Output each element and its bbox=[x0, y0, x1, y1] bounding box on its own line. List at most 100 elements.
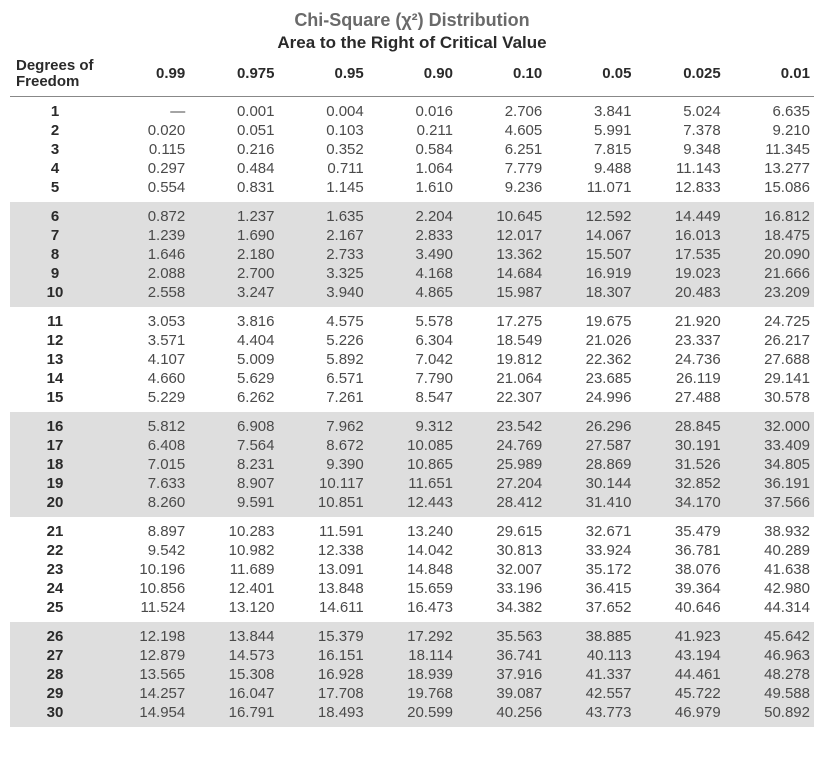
value-cell: 28.412 bbox=[457, 493, 546, 517]
value-cell: 14.954 bbox=[100, 703, 189, 727]
value-cell: 15.086 bbox=[725, 178, 814, 202]
df-cell: 24 bbox=[10, 579, 100, 598]
value-cell: 4.575 bbox=[279, 307, 368, 331]
value-cell: 2.558 bbox=[100, 283, 189, 307]
value-cell: 8.672 bbox=[279, 436, 368, 455]
value-cell: 12.592 bbox=[546, 202, 635, 226]
table-row: 50.5540.8311.1451.6109.23611.07112.83315… bbox=[10, 178, 814, 202]
df-cell: 17 bbox=[10, 436, 100, 455]
df-cell: 5 bbox=[10, 178, 100, 202]
value-cell: 0.211 bbox=[368, 121, 457, 140]
value-cell: 39.364 bbox=[636, 579, 725, 598]
value-cell: 46.979 bbox=[636, 703, 725, 727]
table-subtitle: Area to the Right of Critical Value bbox=[10, 33, 814, 53]
value-cell: 14.067 bbox=[546, 226, 635, 245]
value-cell: 0.004 bbox=[279, 96, 368, 121]
value-cell: 2.167 bbox=[279, 226, 368, 245]
value-cell: 10.851 bbox=[279, 493, 368, 517]
value-cell: 38.885 bbox=[546, 622, 635, 646]
table-row: 3014.95416.79118.49320.59940.25643.77346… bbox=[10, 703, 814, 727]
table-body: 1—0.0010.0040.0162.7063.8415.0246.63520.… bbox=[10, 96, 814, 727]
df-cell: 6 bbox=[10, 202, 100, 226]
value-cell: 34.170 bbox=[636, 493, 725, 517]
value-cell: 11.689 bbox=[189, 560, 278, 579]
df-header-line1: Degrees of bbox=[16, 58, 96, 74]
value-cell: 35.172 bbox=[546, 560, 635, 579]
table-row: 197.6338.90710.11711.65127.20430.14432.8… bbox=[10, 474, 814, 493]
value-cell: 10.982 bbox=[189, 541, 278, 560]
df-cell: 4 bbox=[10, 159, 100, 178]
value-cell: 50.892 bbox=[725, 703, 814, 727]
value-cell: 11.651 bbox=[368, 474, 457, 493]
value-cell: 49.588 bbox=[725, 684, 814, 703]
table-row: 102.5583.2473.9404.86515.98718.30720.483… bbox=[10, 283, 814, 307]
value-cell: 15.507 bbox=[546, 245, 635, 264]
value-cell: 3.325 bbox=[279, 264, 368, 283]
table-row: 113.0533.8164.5755.57817.27519.67521.920… bbox=[10, 307, 814, 331]
value-cell: 0.115 bbox=[100, 140, 189, 159]
df-cell: 13 bbox=[10, 350, 100, 369]
value-cell: 6.304 bbox=[368, 331, 457, 350]
value-cell: 6.408 bbox=[100, 436, 189, 455]
value-cell: 36.415 bbox=[546, 579, 635, 598]
value-cell: 22.362 bbox=[546, 350, 635, 369]
df-cell: 18 bbox=[10, 455, 100, 474]
value-cell: 30.144 bbox=[546, 474, 635, 493]
value-cell: 0.352 bbox=[279, 140, 368, 159]
value-cell: 20.090 bbox=[725, 245, 814, 264]
value-cell: 29.141 bbox=[725, 369, 814, 388]
value-cell: 19.675 bbox=[546, 307, 635, 331]
value-cell: 27.488 bbox=[636, 388, 725, 412]
value-cell: 13.362 bbox=[457, 245, 546, 264]
value-cell: 0.584 bbox=[368, 140, 457, 159]
value-cell: 3.490 bbox=[368, 245, 457, 264]
value-cell: 27.688 bbox=[725, 350, 814, 369]
value-cell: 11.524 bbox=[100, 598, 189, 622]
value-cell: 1.145 bbox=[279, 178, 368, 202]
value-cell: 9.312 bbox=[368, 412, 457, 436]
value-cell: 26.217 bbox=[725, 331, 814, 350]
table-row: 92.0882.7003.3254.16814.68416.91919.0232… bbox=[10, 264, 814, 283]
alpha-header: 0.95 bbox=[279, 57, 368, 96]
value-cell: 0.554 bbox=[100, 178, 189, 202]
df-cell: 20 bbox=[10, 493, 100, 517]
value-cell: 38.932 bbox=[725, 517, 814, 541]
value-cell: 11.071 bbox=[546, 178, 635, 202]
value-cell: 15.379 bbox=[279, 622, 368, 646]
value-cell: 1.064 bbox=[368, 159, 457, 178]
df-cell: 7 bbox=[10, 226, 100, 245]
value-cell: 4.605 bbox=[457, 121, 546, 140]
value-cell: 6.908 bbox=[189, 412, 278, 436]
value-cell: 16.791 bbox=[189, 703, 278, 727]
value-cell: 10.085 bbox=[368, 436, 457, 455]
value-cell: 30.813 bbox=[457, 541, 546, 560]
value-cell: 16.928 bbox=[279, 665, 368, 684]
value-cell: 0.103 bbox=[279, 121, 368, 140]
value-cell: 15.987 bbox=[457, 283, 546, 307]
table-row: 208.2609.59110.85112.44328.41231.41034.1… bbox=[10, 493, 814, 517]
value-cell: 7.633 bbox=[100, 474, 189, 493]
value-cell: 5.629 bbox=[189, 369, 278, 388]
value-cell: 7.790 bbox=[368, 369, 457, 388]
value-cell: 23.337 bbox=[636, 331, 725, 350]
df-header: Degrees of Freedom bbox=[10, 57, 100, 96]
value-cell: 10.865 bbox=[368, 455, 457, 474]
value-cell: 37.916 bbox=[457, 665, 546, 684]
alpha-header: 0.05 bbox=[546, 57, 635, 96]
value-cell: 0.216 bbox=[189, 140, 278, 159]
value-cell: 4.404 bbox=[189, 331, 278, 350]
value-cell: 4.660 bbox=[100, 369, 189, 388]
value-cell: 12.401 bbox=[189, 579, 278, 598]
value-cell: 33.409 bbox=[725, 436, 814, 455]
value-cell: 7.015 bbox=[100, 455, 189, 474]
value-cell: 12.198 bbox=[100, 622, 189, 646]
value-cell: 7.261 bbox=[279, 388, 368, 412]
value-cell: 12.879 bbox=[100, 646, 189, 665]
value-cell: 22.307 bbox=[457, 388, 546, 412]
df-cell: 16 bbox=[10, 412, 100, 436]
value-cell: 18.475 bbox=[725, 226, 814, 245]
table-row: 2914.25716.04717.70819.76839.08742.55745… bbox=[10, 684, 814, 703]
value-cell: 23.685 bbox=[546, 369, 635, 388]
value-cell: 9.488 bbox=[546, 159, 635, 178]
value-cell: 4.168 bbox=[368, 264, 457, 283]
